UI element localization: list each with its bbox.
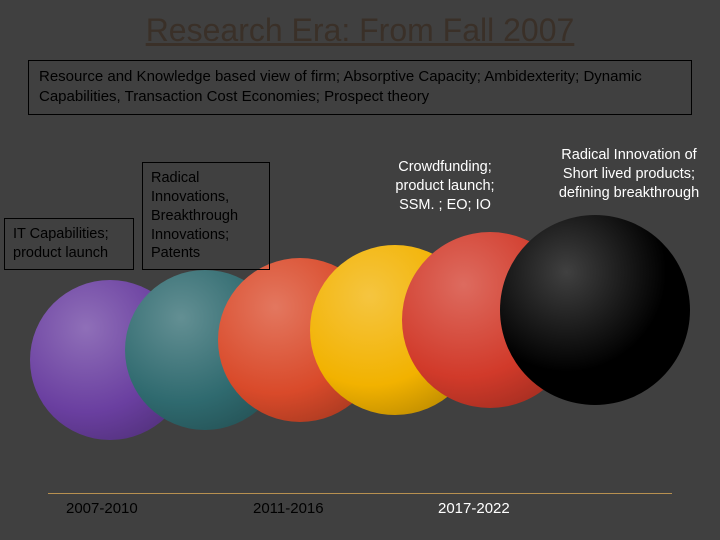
circle-c6 bbox=[500, 215, 690, 405]
timeline-label-2: 2017-2022 bbox=[438, 500, 510, 517]
timeline-line bbox=[48, 493, 672, 494]
timeline-label-0: 2007-2010 bbox=[66, 500, 138, 517]
subtitle-box: Resource and Knowledge based view of fir… bbox=[28, 60, 692, 115]
page-title: Research Era: From Fall 2007 bbox=[0, 12, 720, 49]
timeline-label-1: 2011-2016 bbox=[253, 500, 324, 517]
box-short: Radical Innovation of Short lived produc… bbox=[540, 140, 718, 209]
box-it: IT Capabilities; product launch bbox=[4, 218, 134, 270]
box-radical: Radical Innovations, Breakthrough Innova… bbox=[142, 162, 270, 270]
box-crowd: Crowdfunding; product launch; SSM. ; EO;… bbox=[370, 152, 520, 221]
